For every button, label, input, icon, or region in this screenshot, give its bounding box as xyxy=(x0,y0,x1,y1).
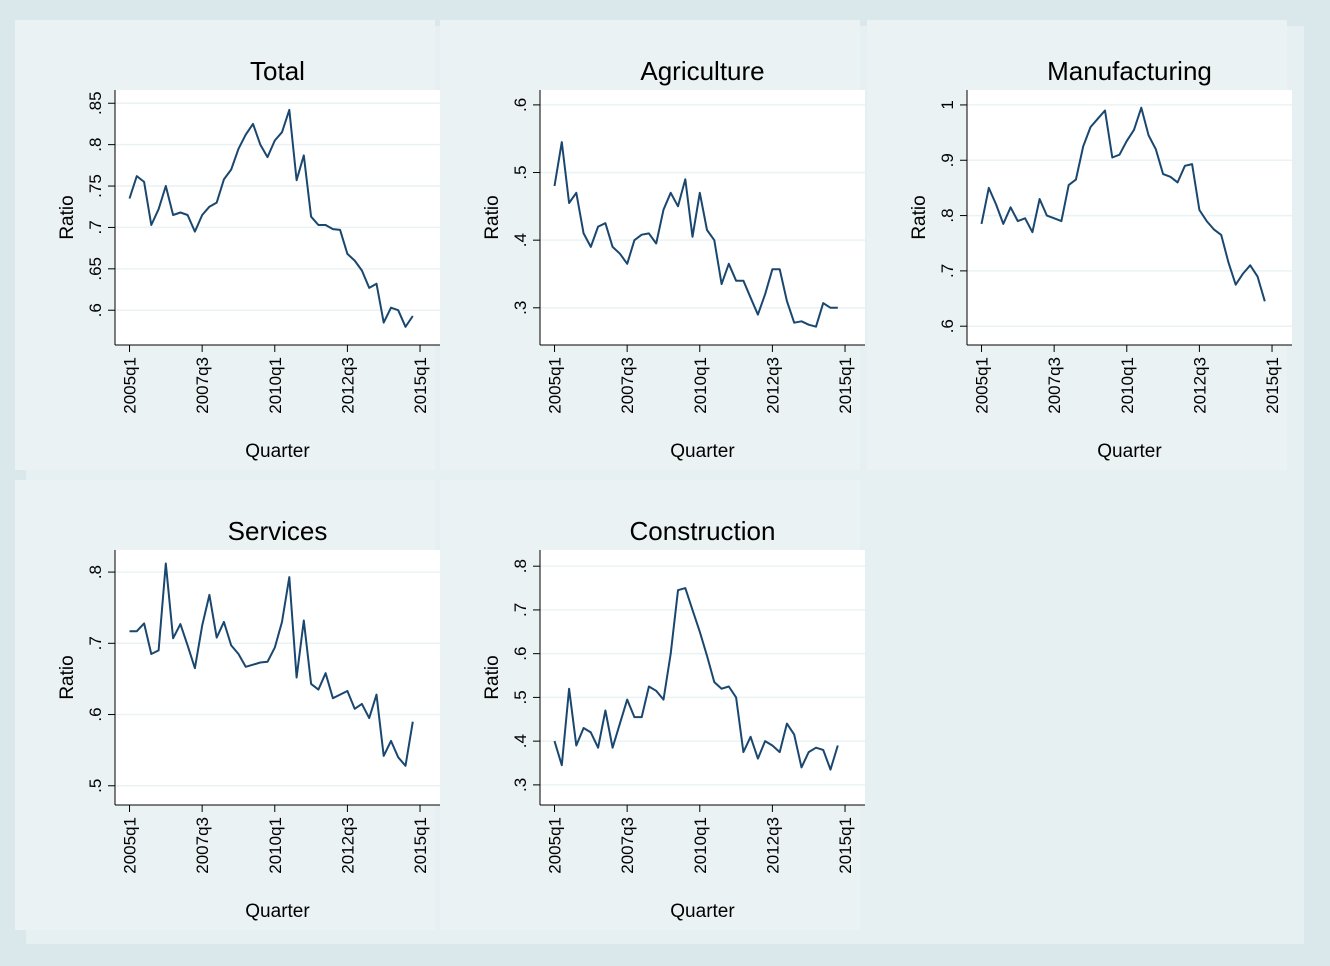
x-tick-label: 2010q1 xyxy=(691,817,710,874)
x-tick-label: 2005q1 xyxy=(121,817,140,874)
panel-title: Manufacturing xyxy=(1047,56,1212,86)
x-tick-label: 2012q3 xyxy=(338,357,357,414)
x-tick-label: 2010q1 xyxy=(691,357,710,414)
y-axis-label: Ratio xyxy=(482,195,503,239)
y-tick-label: .4 xyxy=(511,233,530,247)
plot-area xyxy=(967,90,1292,345)
y-tick-label: .4 xyxy=(511,734,530,748)
x-tick-label: 2005q1 xyxy=(973,357,992,414)
x-tick-label: 2012q3 xyxy=(763,357,782,414)
x-tick-label: 2015q1 xyxy=(836,817,855,874)
x-tick-label: 2005q1 xyxy=(546,357,565,414)
y-tick-label: .7 xyxy=(86,220,105,234)
y-tick-label: .5 xyxy=(86,779,105,793)
x-tick-label: 2010q1 xyxy=(266,357,285,414)
x-axis-label: Quarter xyxy=(245,441,310,462)
data-line xyxy=(128,108,414,328)
y-tick-label: .6 xyxy=(86,707,105,721)
data-line xyxy=(553,587,839,771)
x-tick-label: 2012q3 xyxy=(763,817,782,874)
y-tick-label: .6 xyxy=(938,319,957,333)
y-tick-label: .5 xyxy=(511,690,530,704)
y-tick-label: .7 xyxy=(511,603,530,617)
x-tick-label: 2007q3 xyxy=(618,817,637,874)
x-tick-label: 2007q3 xyxy=(1045,357,1064,414)
y-tick-label: .7 xyxy=(938,264,957,278)
y-tick-label: .8 xyxy=(938,208,957,222)
y-tick-label: .8 xyxy=(511,559,530,573)
x-tick-label: 2015q1 xyxy=(836,357,855,414)
x-tick-label: 2005q1 xyxy=(121,357,140,414)
y-tick-label: .6 xyxy=(511,647,530,661)
data-line xyxy=(980,106,1266,302)
x-tick-label: 2007q3 xyxy=(193,357,212,414)
x-axis-label: Quarter xyxy=(245,901,310,922)
y-tick-label: .9 xyxy=(938,153,957,167)
x-tick-label: 2012q3 xyxy=(338,817,357,874)
x-tick-label: 2010q1 xyxy=(266,817,285,874)
x-tick-label: 2015q1 xyxy=(411,357,430,414)
panel-title: Agriculture xyxy=(640,56,764,86)
x-axis-label: Quarter xyxy=(670,901,735,922)
y-axis-label: Ratio xyxy=(57,655,78,699)
x-axis-label: Quarter xyxy=(1097,441,1162,462)
panel-title: Total xyxy=(250,56,305,86)
x-tick-label: 2015q1 xyxy=(411,817,430,874)
y-tick-label: .3 xyxy=(511,778,530,792)
x-tick-label: 2015q1 xyxy=(1263,357,1282,414)
y-tick-label: 1 xyxy=(938,100,957,109)
y-tick-label: .7 xyxy=(86,636,105,650)
y-tick-label: .65 xyxy=(86,257,105,281)
x-tick-label: 2007q3 xyxy=(193,817,212,874)
x-tick-label: 2007q3 xyxy=(618,357,637,414)
y-tick-label: .8 xyxy=(86,565,105,579)
y-tick-label: .6 xyxy=(86,303,105,317)
data-line xyxy=(553,141,838,328)
y-axis-label: Ratio xyxy=(482,655,503,699)
panel-title: Construction xyxy=(630,516,776,546)
y-axis-label: Ratio xyxy=(57,195,78,239)
y-tick-label: .5 xyxy=(511,165,530,179)
y-tick-label: .8 xyxy=(86,138,105,152)
x-axis-label: Quarter xyxy=(670,441,735,462)
plot-area xyxy=(115,90,440,345)
y-tick-label: .75 xyxy=(86,174,105,198)
x-tick-label: 2005q1 xyxy=(546,817,565,874)
x-tick-label: 2010q1 xyxy=(1118,357,1137,414)
plot-area xyxy=(540,90,865,345)
data-line xyxy=(129,562,414,767)
y-tick-label: .85 xyxy=(86,91,105,115)
x-tick-label: 2012q3 xyxy=(1190,357,1209,414)
y-axis-label: Ratio xyxy=(909,195,930,239)
plot-area xyxy=(540,550,865,805)
panel-title: Services xyxy=(228,516,328,546)
y-tick-label: .6 xyxy=(511,98,530,112)
y-tick-label: .3 xyxy=(511,301,530,315)
